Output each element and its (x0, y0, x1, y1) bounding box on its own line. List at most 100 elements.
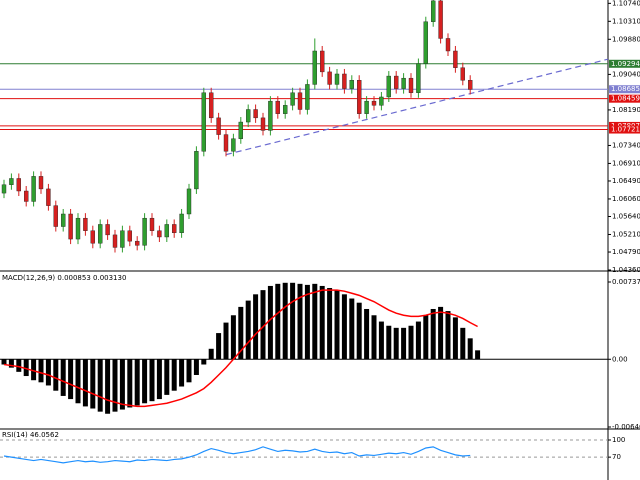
macd-bar (238, 306, 244, 360)
level-label-box (609, 94, 640, 103)
macd-bar (356, 302, 362, 360)
candle-body (357, 80, 362, 114)
macd-bar (282, 282, 288, 360)
candle-body (223, 134, 229, 152)
candle-body (16, 178, 21, 192)
level-label: 1.09294 (611, 60, 640, 68)
macd-bar (297, 283, 303, 360)
candle-body (194, 151, 199, 190)
candle-body (260, 117, 266, 131)
candle-body (386, 75, 391, 98)
candle-body (90, 230, 96, 244)
candle-body (186, 188, 192, 215)
y-tick-label: 1.04790 (612, 248, 640, 256)
rsi-line (3, 446, 471, 464)
candle-body (68, 213, 73, 240)
macd-bar (16, 359, 22, 372)
macd-bar (341, 294, 347, 360)
macd-bar (253, 294, 259, 360)
candle-body (305, 84, 310, 110)
macd-bar (452, 317, 458, 360)
candle-body (408, 77, 414, 93)
macd-bar (349, 298, 355, 360)
y-tick-label: 1.04360 (612, 266, 640, 274)
trend-line (225, 58, 608, 156)
candle-body (208, 92, 214, 119)
candle-body (61, 213, 66, 227)
rsi-title: RSI(14) 46.0562 (2, 431, 59, 439)
candle-body (312, 50, 317, 85)
candle-body (320, 50, 325, 73)
candle-body (201, 92, 207, 152)
candle-body (105, 224, 110, 236)
candle-body (379, 96, 384, 106)
candle-body (327, 71, 332, 85)
macd-bar (223, 322, 229, 360)
candle-body (120, 230, 125, 248)
candle-body (53, 205, 58, 227)
macd-bar (97, 359, 103, 412)
candle-body (24, 190, 29, 202)
macd-bar (179, 359, 185, 387)
macd-bar (312, 283, 318, 360)
macd-bar (31, 359, 37, 381)
candle-body (164, 224, 170, 238)
macd-bar (327, 288, 333, 360)
macd-bar (275, 283, 281, 360)
macd-bar (164, 359, 170, 395)
candle-body (334, 73, 340, 85)
macd-bar (112, 359, 118, 412)
candle-body (364, 100, 369, 114)
macd-bar (290, 282, 296, 360)
macd-bar (134, 359, 140, 406)
candle-body (445, 38, 451, 52)
candle-body (46, 188, 51, 206)
macd-bar (142, 359, 148, 404)
candle-body (453, 50, 458, 68)
macd-bar (149, 359, 155, 402)
candle-body (423, 21, 428, 64)
macd-bar (460, 327, 466, 360)
signal-line (3, 289, 478, 408)
macd-bar (245, 300, 251, 360)
rsi-panel (0, 439, 608, 464)
candle-body (283, 105, 288, 114)
macd-bar (445, 311, 451, 360)
macd-bar (208, 348, 214, 360)
candle-body (394, 75, 399, 89)
y-tick-label: 70 (612, 453, 621, 461)
macd-bar (319, 285, 325, 360)
y-tick-label: 1.09040 (612, 70, 640, 78)
candle-body (275, 100, 280, 114)
macd-bar (386, 325, 392, 360)
macd-bar (68, 359, 74, 400)
y-tick-label: 1.06490 (612, 177, 640, 185)
price-panel (0, 0, 608, 253)
macd-bar (38, 359, 44, 383)
y-tick-label: 1.05210 (612, 230, 640, 238)
macd-bar (371, 315, 377, 360)
macd-bar (75, 359, 81, 404)
axis-layer: 1.10740 1.10310 1.09880 1.09040 1.08190 1.073… (608, 0, 640, 461)
candle-body (371, 100, 377, 106)
candle-body (342, 73, 347, 89)
candle-body (216, 117, 221, 135)
candle-body (253, 109, 258, 119)
candle-body (112, 234, 118, 248)
candle-body (142, 217, 147, 246)
macd-bar (127, 359, 133, 408)
y-tick-label: 100 (612, 436, 625, 444)
candle-body (38, 176, 44, 190)
macd-bar (304, 284, 310, 360)
level-label-box (609, 125, 640, 134)
y-tick-label: 1.05640 (612, 213, 640, 221)
macd-bar (156, 359, 162, 400)
macd-bar (334, 290, 340, 360)
macd-bar (82, 359, 88, 407)
macd-bar (53, 359, 59, 391)
macd-bar (1, 359, 7, 365)
macd-bar (267, 285, 273, 360)
candle-body (179, 213, 184, 234)
y-tick-label: 1.10310 (612, 17, 640, 25)
